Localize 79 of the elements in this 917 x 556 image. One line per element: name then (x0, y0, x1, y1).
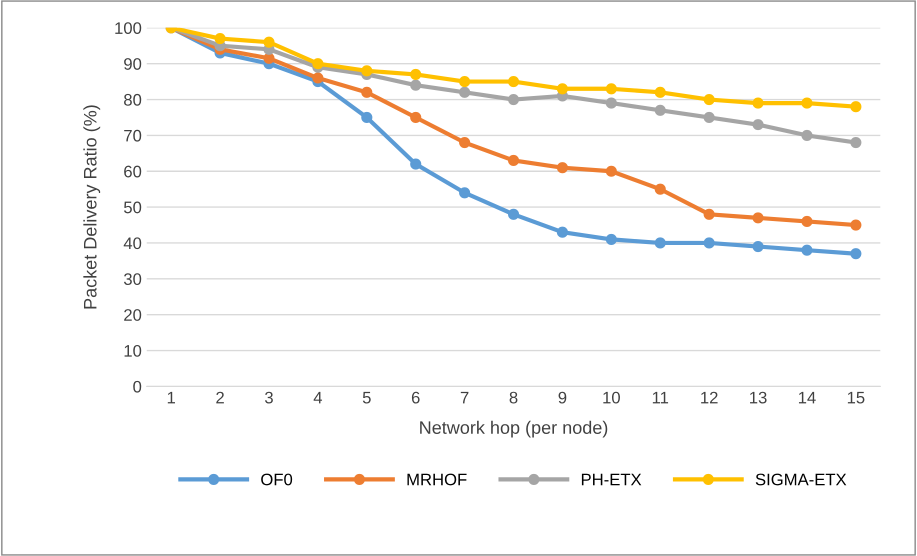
y-tick-label: 100 (115, 22, 142, 34)
point (654, 104, 666, 116)
point (654, 184, 666, 195)
x-tick-label: 15 (848, 392, 864, 404)
x-axis-title: Network hop (per node) (420, 420, 608, 438)
x-tick-label: 13 (750, 392, 767, 404)
point (556, 226, 568, 238)
point (606, 98, 617, 109)
y-tick-label: 10 (124, 344, 142, 357)
x-tick-label: 9 (558, 392, 566, 404)
point (312, 58, 324, 70)
y-tick-label: 50 (124, 202, 142, 214)
legend-label: MRHOF (407, 474, 467, 486)
point (704, 112, 715, 124)
point (312, 72, 324, 84)
point (214, 33, 226, 44)
point (801, 216, 813, 228)
y-tick-label: 30 (124, 273, 142, 286)
x-tick-label: 6 (412, 392, 420, 404)
x-tick-label: 10 (603, 392, 620, 404)
point (850, 219, 862, 231)
x-tick-label: 14 (798, 392, 816, 404)
point (508, 208, 520, 220)
x-tick-label: 1 (168, 392, 175, 404)
point (556, 162, 568, 174)
y-tick-label: 60 (124, 166, 142, 178)
y-tick-label: 70 (124, 130, 142, 142)
point (704, 94, 715, 106)
point (410, 80, 422, 91)
point (556, 83, 568, 94)
point (263, 52, 275, 64)
legend-label: OF0 (261, 474, 292, 486)
point (801, 98, 813, 109)
point (752, 119, 764, 130)
point (508, 76, 520, 88)
point (752, 98, 764, 109)
point (752, 241, 764, 252)
point (606, 83, 617, 94)
x-tick-label: 11 (652, 392, 668, 404)
point (410, 158, 422, 170)
point (704, 208, 715, 220)
point (459, 187, 470, 198)
point (459, 76, 470, 88)
x-tick-label: 8 (510, 392, 518, 404)
y-tick-label: 0 (133, 380, 142, 393)
legend-label: SIGMA-ETX (756, 474, 846, 486)
point (752, 212, 764, 224)
x-tick-label: 3 (264, 392, 273, 404)
point (801, 130, 813, 141)
point (459, 86, 470, 98)
point (361, 112, 372, 124)
point (263, 36, 275, 48)
point (850, 248, 862, 260)
point (361, 86, 372, 98)
y-tick-label: 80 (124, 94, 142, 106)
point (801, 244, 813, 256)
point (606, 166, 617, 177)
point (459, 137, 470, 148)
point (850, 101, 862, 112)
point (508, 154, 520, 166)
y-axis-title: Packet Delivery Ratio (%) (83, 105, 100, 308)
point (704, 237, 715, 249)
point (850, 137, 862, 148)
point (508, 94, 520, 106)
x-tick-label: 4 (314, 392, 322, 404)
legend-label: PH-ETX (582, 474, 642, 486)
point (654, 237, 666, 249)
point (410, 112, 422, 124)
point (654, 86, 666, 98)
x-tick-label: 2 (216, 392, 224, 404)
point (361, 65, 372, 76)
y-tick-label: 90 (124, 58, 142, 70)
y-tick-label: 20 (124, 309, 142, 321)
y-tick-label: 40 (124, 237, 142, 250)
x-tick-label: 5 (362, 392, 371, 404)
x-tick-label: 7 (460, 392, 468, 404)
point (410, 68, 422, 80)
x-tick-label: 12 (701, 392, 718, 404)
point (606, 234, 617, 245)
